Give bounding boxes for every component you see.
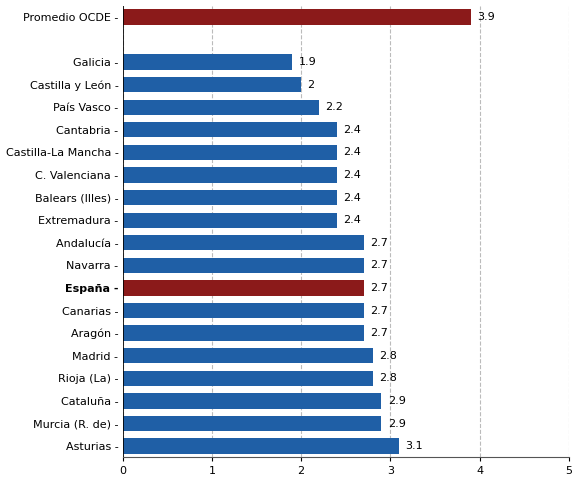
Bar <box>123 100 319 115</box>
Text: 2.2: 2.2 <box>325 102 343 112</box>
Text: 2.9: 2.9 <box>388 396 406 406</box>
Text: 2.7: 2.7 <box>370 306 388 316</box>
Text: 2.7: 2.7 <box>370 328 388 338</box>
Text: 2.8: 2.8 <box>379 374 397 383</box>
Bar <box>123 393 381 409</box>
Text: 2.4: 2.4 <box>343 125 361 135</box>
Text: 2.4: 2.4 <box>343 193 361 202</box>
Bar <box>123 77 301 93</box>
Bar <box>123 371 373 386</box>
Bar <box>123 235 364 251</box>
Text: 2.7: 2.7 <box>370 283 388 293</box>
Text: 1.9: 1.9 <box>298 57 316 67</box>
Bar <box>123 439 399 454</box>
Bar <box>123 281 364 295</box>
Bar <box>123 190 337 205</box>
Bar <box>123 416 381 431</box>
Text: 3.1: 3.1 <box>406 441 423 451</box>
Text: 2.8: 2.8 <box>379 351 397 361</box>
Bar <box>123 167 337 183</box>
Text: 3.9: 3.9 <box>477 12 495 22</box>
Text: 2.4: 2.4 <box>343 147 361 158</box>
Text: 2.9: 2.9 <box>388 418 406 428</box>
Bar <box>123 213 337 228</box>
Bar <box>123 145 337 160</box>
Text: 2.7: 2.7 <box>370 238 388 248</box>
Text: 2.4: 2.4 <box>343 215 361 225</box>
Bar <box>123 303 364 318</box>
Text: 2: 2 <box>307 80 314 90</box>
Bar <box>123 122 337 137</box>
Bar <box>123 348 373 363</box>
Bar <box>123 258 364 273</box>
Text: 2.7: 2.7 <box>370 260 388 270</box>
Bar <box>123 9 470 25</box>
Bar <box>123 54 292 70</box>
Text: 2.4: 2.4 <box>343 170 361 180</box>
Bar <box>123 325 364 341</box>
